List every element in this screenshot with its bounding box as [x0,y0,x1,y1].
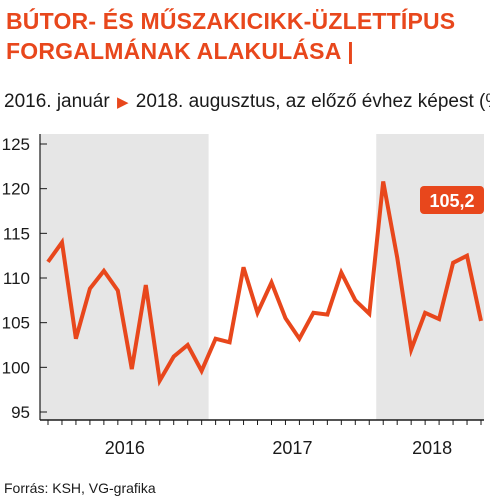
y-tick-label-115: 115 [3,224,30,243]
line-chart: 95 100 105 110 115 120 125 2016 2017 2018 105,2 [2,134,484,458]
play-arrow-icon: ▶ [116,94,129,111]
y-tick-label-110: 110 [3,269,30,288]
y-tick-label-105: 105 [2,314,30,333]
callout-box [420,186,484,214]
callout-label: 105,2 [429,191,474,211]
source-note: Forrás: KSH, VG-grafika [4,480,156,496]
x-year-label-2018: 2018 [412,438,452,458]
y-tick-label-120: 120 [2,180,30,199]
y-tick-label-125: 125 [2,135,30,154]
chart-subtitle: 2016. január ▶ 2018. augusztus, az előző… [4,90,490,116]
x-year-label-2017: 2017 [272,438,312,458]
chart-title: BÚTOR- ÉS MŰSZAKICIKK-ÜZLETTÍPUS FORGALM… [6,6,484,66]
chart-title-line-1: BÚTOR- ÉS MŰSZAKICIKK-ÜZLETTÍPUS [6,8,456,34]
subtitle-start: 2016. január [4,91,110,112]
series-line [46,181,483,387]
x-year-label-2016: 2016 [105,438,145,458]
chart-title-line-2: FORGALMÁNAK ALAKULÁSA | [6,38,354,64]
y-tick-label-95: 95 [11,403,30,422]
year-band-2018 [376,134,484,420]
subtitle-end: 2018. augusztus, az előző évhez képest (… [135,91,490,112]
y-tick-label-100: 100 [2,358,30,377]
